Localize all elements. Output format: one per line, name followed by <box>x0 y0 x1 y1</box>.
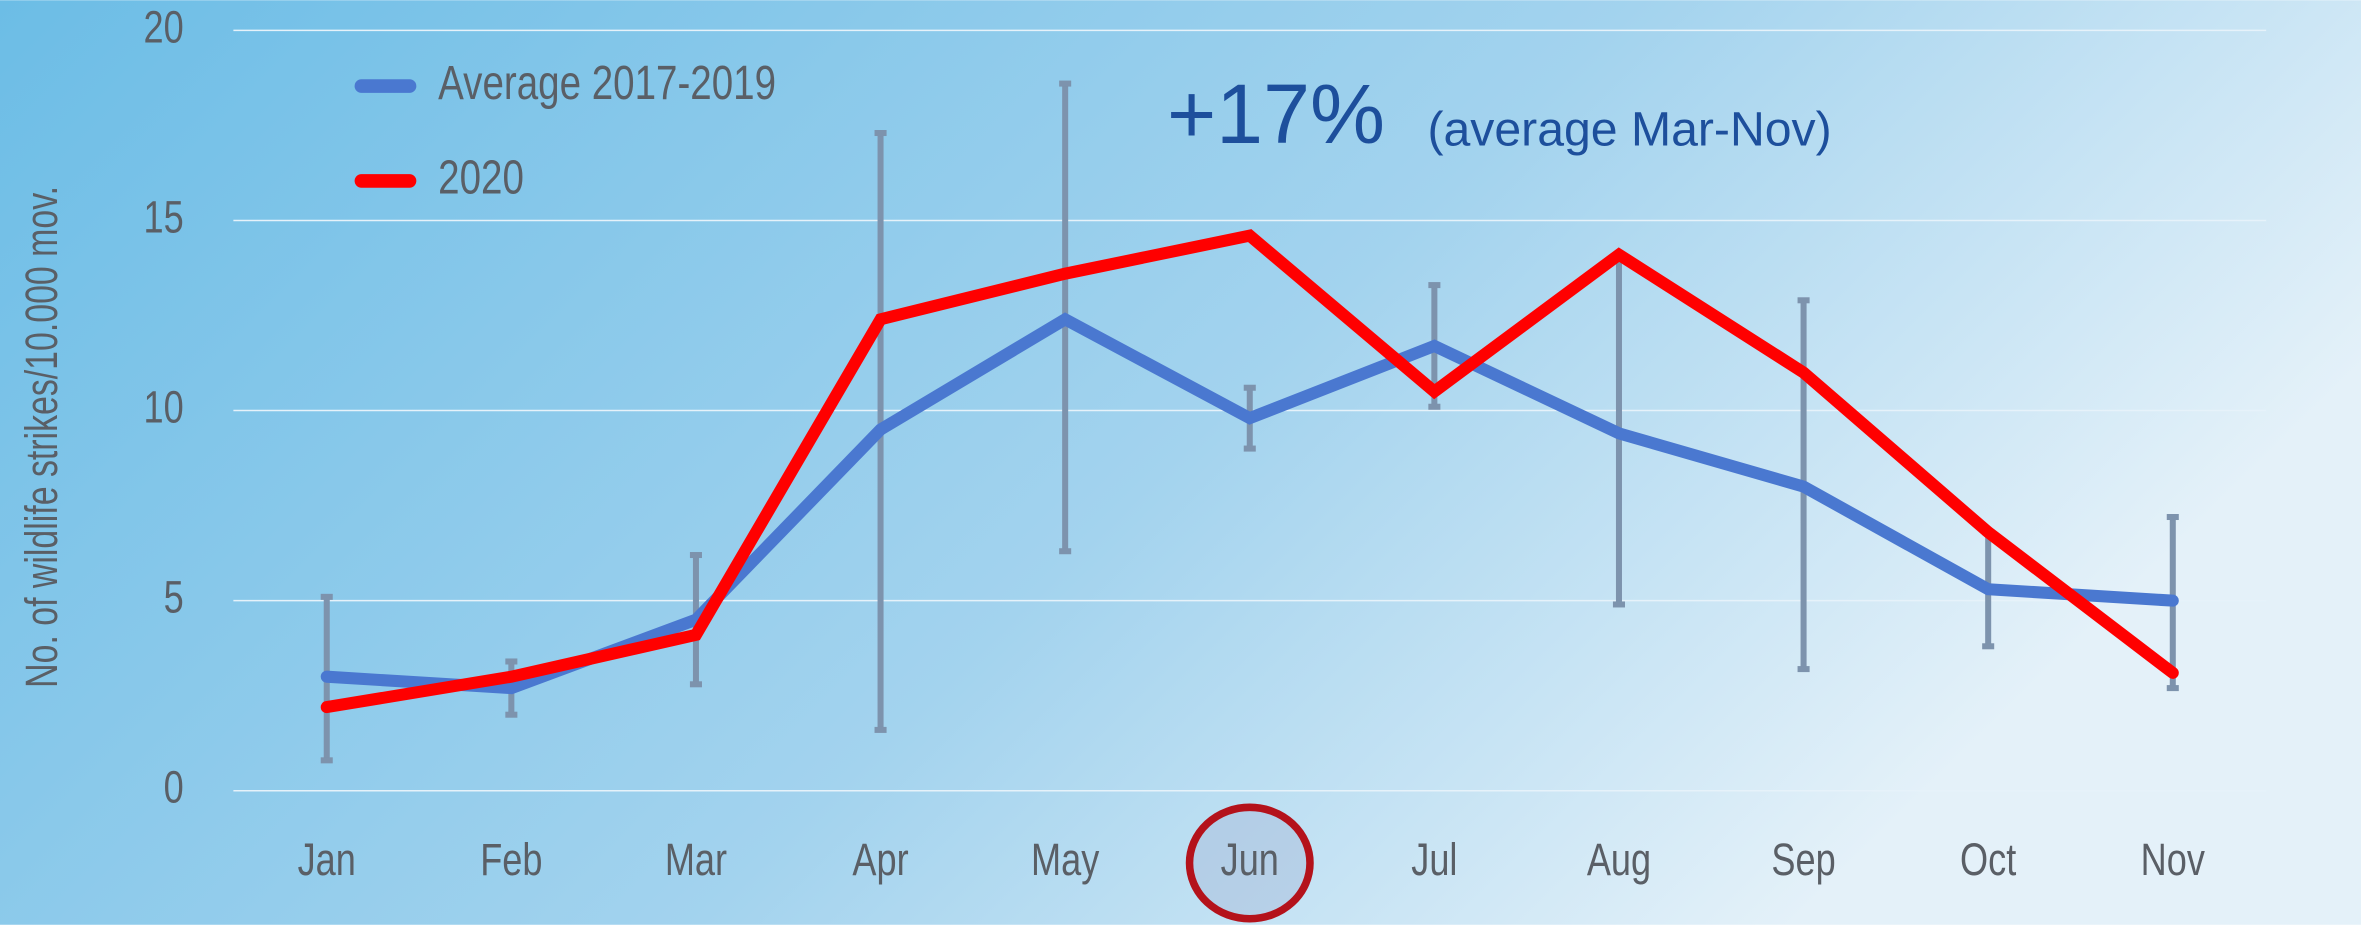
series-line <box>320 229 2179 714</box>
y-tick-label: 5 <box>164 572 184 623</box>
x-tick-label: Jun <box>1221 834 1279 885</box>
x-tick-label: Apr <box>852 834 908 885</box>
highlight-circle <box>1185 803 1314 923</box>
y-tick-label: 0 <box>164 762 184 813</box>
annotation-sub: (average Mar-Nov) <box>1427 102 1831 156</box>
x-tick-label: Jan <box>298 834 356 885</box>
y-tick-label: 15 <box>144 192 184 243</box>
x-tick-label: Aug <box>1587 834 1651 885</box>
legend-label: Average 2017-2019 <box>438 57 776 110</box>
x-tick-label: Sep <box>1771 834 1835 885</box>
y-tick-label: 10 <box>144 382 184 433</box>
x-tick-label: Mar <box>665 834 727 885</box>
x-tick-label: Jul <box>1411 834 1457 885</box>
x-tick-label: May <box>1031 834 1100 885</box>
x-tick-label: Oct <box>1960 834 2017 885</box>
y-axis-label: No. of wildlife strikes/10.000 mov. <box>18 186 68 688</box>
x-tick-label: Nov <box>2141 834 2206 885</box>
annotation-main: +17% <box>1167 67 1385 161</box>
y-tick-label: 20 <box>144 1 184 52</box>
x-tick-label: Feb <box>480 834 542 885</box>
legend-label: 2020 <box>438 152 524 205</box>
series-line <box>320 312 2179 695</box>
